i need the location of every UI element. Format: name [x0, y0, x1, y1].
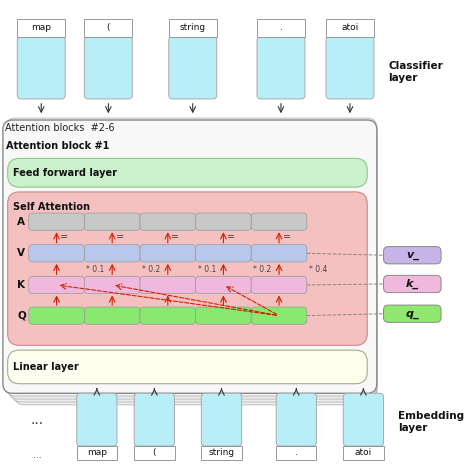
Bar — [77, 446, 117, 460]
FancyBboxPatch shape — [29, 307, 84, 324]
Text: ...: ... — [31, 413, 44, 427]
FancyBboxPatch shape — [201, 393, 242, 446]
FancyBboxPatch shape — [84, 245, 140, 262]
Bar — [169, 19, 217, 36]
FancyBboxPatch shape — [383, 275, 441, 292]
FancyBboxPatch shape — [140, 276, 196, 293]
FancyBboxPatch shape — [84, 36, 132, 99]
FancyBboxPatch shape — [29, 213, 84, 230]
Bar — [343, 446, 383, 460]
Text: * 0.1: * 0.1 — [198, 264, 216, 273]
FancyBboxPatch shape — [276, 393, 317, 446]
FancyBboxPatch shape — [196, 276, 251, 293]
FancyBboxPatch shape — [8, 158, 367, 187]
Text: =: = — [283, 232, 291, 243]
FancyBboxPatch shape — [9, 121, 377, 399]
FancyBboxPatch shape — [84, 276, 140, 293]
Text: k_: k_ — [406, 279, 419, 289]
Text: Self Attention: Self Attention — [13, 202, 91, 212]
Text: Embedding
layer: Embedding layer — [398, 411, 464, 433]
Bar — [257, 19, 305, 36]
FancyBboxPatch shape — [196, 245, 251, 262]
Text: =: = — [116, 232, 124, 243]
FancyBboxPatch shape — [8, 192, 367, 346]
Text: Attention blocks  #2-6: Attention blocks #2-6 — [5, 123, 114, 133]
Bar — [201, 446, 242, 460]
Text: Attention block #1: Attention block #1 — [6, 141, 109, 151]
Text: map: map — [31, 24, 51, 33]
Text: ...: ... — [33, 451, 42, 460]
FancyBboxPatch shape — [196, 307, 251, 324]
Text: atoi: atoi — [341, 24, 359, 33]
FancyBboxPatch shape — [196, 213, 251, 230]
Text: string: string — [180, 24, 206, 33]
FancyBboxPatch shape — [383, 305, 441, 322]
Text: A: A — [17, 217, 25, 227]
Text: K: K — [17, 280, 25, 290]
FancyBboxPatch shape — [84, 213, 140, 230]
FancyBboxPatch shape — [77, 393, 117, 446]
Text: Feed forward layer: Feed forward layer — [13, 168, 118, 178]
Text: =: = — [227, 232, 235, 243]
FancyBboxPatch shape — [140, 307, 196, 324]
Text: atoi: atoi — [355, 448, 372, 457]
FancyBboxPatch shape — [17, 36, 65, 99]
Text: * 0.4: * 0.4 — [309, 264, 327, 273]
FancyBboxPatch shape — [29, 245, 84, 262]
FancyBboxPatch shape — [326, 36, 374, 99]
FancyBboxPatch shape — [251, 245, 307, 262]
Bar — [84, 19, 132, 36]
Text: * 0.1: * 0.1 — [86, 264, 105, 273]
FancyBboxPatch shape — [84, 307, 140, 324]
FancyBboxPatch shape — [251, 213, 307, 230]
FancyBboxPatch shape — [140, 213, 196, 230]
FancyBboxPatch shape — [3, 120, 377, 393]
Text: * 0.2: * 0.2 — [253, 264, 272, 273]
Text: =: = — [172, 232, 180, 243]
FancyBboxPatch shape — [251, 307, 307, 324]
Text: .: . — [295, 448, 298, 457]
Text: .: . — [280, 24, 283, 33]
Text: q_: q_ — [405, 309, 419, 319]
Text: map: map — [87, 448, 107, 457]
Text: (: ( — [153, 448, 156, 457]
Text: V: V — [17, 248, 25, 258]
FancyBboxPatch shape — [8, 350, 367, 383]
Text: string: string — [209, 448, 235, 457]
FancyBboxPatch shape — [169, 36, 217, 99]
FancyBboxPatch shape — [140, 245, 196, 262]
Text: Classifier
layer: Classifier layer — [388, 61, 443, 83]
Bar — [17, 19, 65, 36]
FancyBboxPatch shape — [251, 276, 307, 293]
Text: * 0.2: * 0.2 — [142, 264, 160, 273]
FancyBboxPatch shape — [383, 246, 441, 264]
Bar — [326, 19, 374, 36]
FancyBboxPatch shape — [11, 124, 377, 402]
FancyBboxPatch shape — [14, 127, 377, 405]
Text: =: = — [60, 232, 68, 243]
Text: Linear layer: Linear layer — [13, 362, 79, 372]
FancyBboxPatch shape — [6, 118, 377, 396]
Text: Q: Q — [17, 310, 26, 320]
Bar — [134, 446, 174, 460]
Text: (: ( — [107, 24, 110, 33]
FancyBboxPatch shape — [134, 393, 174, 446]
FancyBboxPatch shape — [29, 276, 84, 293]
Text: v_: v_ — [406, 250, 419, 260]
FancyBboxPatch shape — [257, 36, 305, 99]
Bar — [276, 446, 317, 460]
FancyBboxPatch shape — [343, 393, 383, 446]
